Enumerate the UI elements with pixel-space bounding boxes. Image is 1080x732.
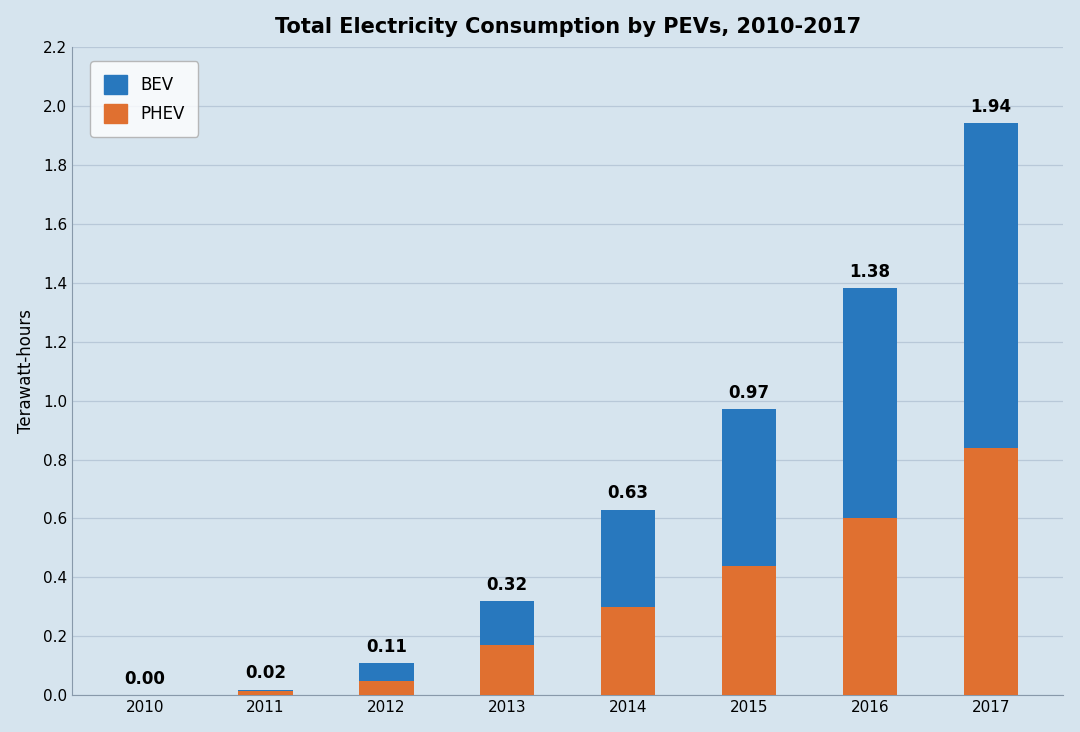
- Bar: [963, 448, 1018, 695]
- Bar: [963, 123, 1018, 448]
- Bar: [239, 691, 293, 695]
- Text: 0.97: 0.97: [729, 384, 770, 402]
- Bar: [239, 690, 293, 691]
- Text: 1.38: 1.38: [850, 263, 890, 281]
- Bar: [481, 646, 535, 695]
- Bar: [360, 681, 414, 695]
- Text: 0.02: 0.02: [245, 664, 286, 682]
- Bar: [842, 518, 897, 695]
- Legend: BEV, PHEV: BEV, PHEV: [91, 61, 198, 137]
- Text: 1.94: 1.94: [970, 98, 1011, 116]
- Bar: [600, 607, 656, 695]
- Bar: [842, 288, 897, 518]
- Text: 0.63: 0.63: [608, 485, 649, 502]
- Y-axis label: Terawatt-hours: Terawatt-hours: [16, 309, 35, 433]
- Text: 0.11: 0.11: [366, 638, 407, 656]
- Text: 0.00: 0.00: [124, 670, 165, 688]
- Text: 0.32: 0.32: [487, 575, 528, 594]
- Bar: [360, 663, 414, 681]
- Bar: [600, 509, 656, 607]
- Bar: [721, 409, 777, 566]
- Bar: [721, 566, 777, 695]
- Bar: [481, 601, 535, 646]
- Title: Total Electricity Consumption by PEVs, 2010-2017: Total Electricity Consumption by PEVs, 2…: [274, 17, 861, 37]
